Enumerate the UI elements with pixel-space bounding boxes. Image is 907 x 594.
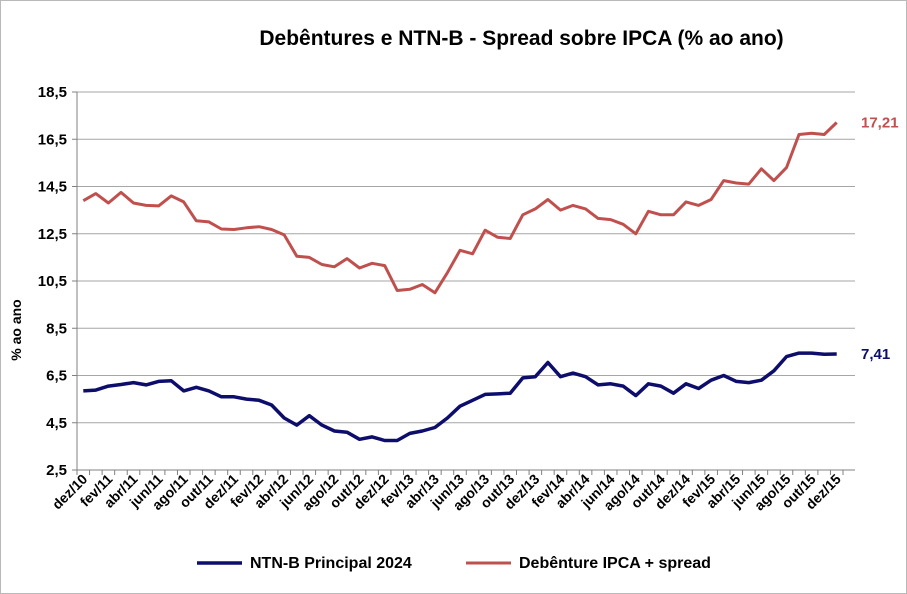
debenture-end-label: 17,21 — [861, 114, 899, 131]
y-tick-label: 10,5 — [38, 273, 67, 290]
y-tick-label: 6,5 — [46, 368, 67, 385]
y-tick-label: 4,5 — [46, 415, 67, 432]
y-tick-label: 16,5 — [38, 131, 67, 148]
series-lines — [82, 121, 838, 443]
y-tick-label: 18,5 — [38, 84, 67, 101]
legend-label-ntnb: NTN-B Principal 2024 — [250, 555, 412, 572]
chart-title: Debêntures e NTN-B - Spread sobre IPCA (… — [259, 27, 784, 50]
y-tick-label: 12,5 — [38, 226, 67, 243]
y-tick-label: 8,5 — [46, 320, 67, 337]
y-tick-label: 2,5 — [46, 462, 67, 479]
y-axis-ticks: 2,5 4,5 6,5 8,5 10,5 12,5 14,5 16,5 18,5 — [38, 84, 77, 479]
ntnb-series-line — [83, 351, 837, 443]
legend-label-debenture: Debênture IPCA + spread — [519, 555, 711, 572]
legend: NTN-B Principal 2024 Debênture IPCA + spr… — [197, 555, 711, 572]
x-axis-ticks: dez/10fev/11abr/11jun/11ago/11out/11dez/… — [49, 470, 844, 513]
gridlines — [77, 91, 855, 424]
y-axis-label: % ao ano — [8, 299, 24, 360]
end-labels: 7,41 17,21 — [861, 114, 899, 363]
ntnb-end-label: 7,41 — [861, 346, 890, 363]
debenture-series-line — [82, 121, 838, 295]
y-tick-label: 14,5 — [38, 179, 67, 196]
